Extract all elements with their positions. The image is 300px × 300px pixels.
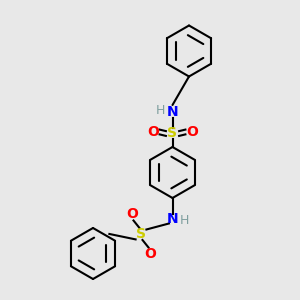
Text: O: O <box>147 125 159 139</box>
Text: O: O <box>144 247 156 260</box>
Text: H: H <box>156 104 165 118</box>
Text: N: N <box>167 106 178 119</box>
Text: O: O <box>186 125 198 139</box>
Text: N: N <box>167 212 178 226</box>
Text: O: O <box>126 208 138 221</box>
Text: S: S <box>167 127 178 140</box>
Text: H: H <box>180 214 189 227</box>
Text: S: S <box>136 227 146 241</box>
